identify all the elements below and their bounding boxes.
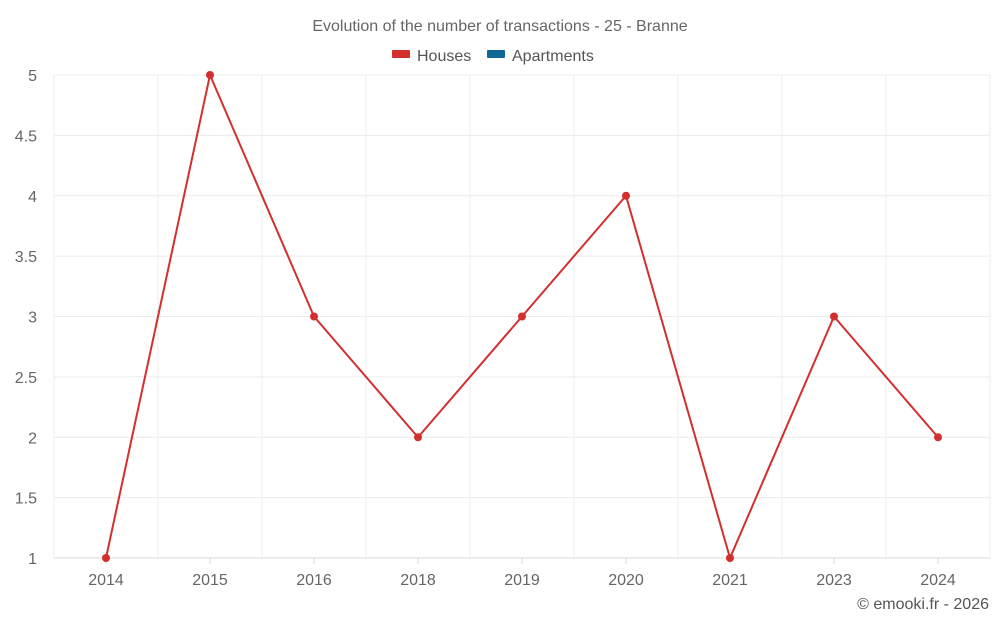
credit-text: © emooki.fr - 2026 [857,596,989,613]
data-point[interactable] [934,433,942,442]
y-axis: 1 1.5 2 2.5 3 3.5 4 4.5 5 [15,68,37,568]
y-tick-label: 1 [28,551,37,568]
x-tick-label: 2020 [608,572,644,589]
data-point[interactable] [310,312,318,321]
y-tick-label: 5 [28,68,37,85]
y-tick-label: 3 [28,310,37,327]
data-point[interactable] [206,71,214,79]
data-point[interactable] [518,312,526,321]
x-tick-label: 2021 [712,572,748,589]
data-point[interactable] [726,554,734,562]
x-axis: 2014 2015 2016 2018 2019 2020 2021 2023 2024 [88,558,956,589]
y-tick-label: 4.5 [15,128,37,145]
chart-title: Evolution of the number of transactions … [312,18,687,35]
x-tick-label: 2016 [296,572,332,589]
y-tick-label: 3.5 [15,249,37,266]
y-tick-label: 2.5 [15,370,37,387]
x-tick-label: 2014 [88,572,124,589]
y-tick-label: 1.5 [15,491,37,508]
x-tick-label: 2019 [504,572,540,589]
y-tick-label: 4 [28,189,37,206]
x-tick-label: 2015 [192,572,228,589]
legend-swatch-houses[interactable] [392,50,410,58]
y-tick-label: 2 [28,430,37,447]
legend-label-houses[interactable]: Houses [417,48,471,65]
legend-swatch-apartments[interactable] [487,50,505,58]
legend: Houses Apartments [392,48,594,65]
series-houses [102,71,942,562]
data-point[interactable] [414,433,422,442]
data-point[interactable] [102,554,110,562]
data-point[interactable] [622,191,630,200]
x-tick-label: 2024 [920,572,956,589]
x-tick-label: 2018 [400,572,436,589]
data-point[interactable] [830,312,838,321]
x-tick-label: 2023 [816,572,852,589]
legend-label-apartments[interactable]: Apartments [512,48,594,65]
